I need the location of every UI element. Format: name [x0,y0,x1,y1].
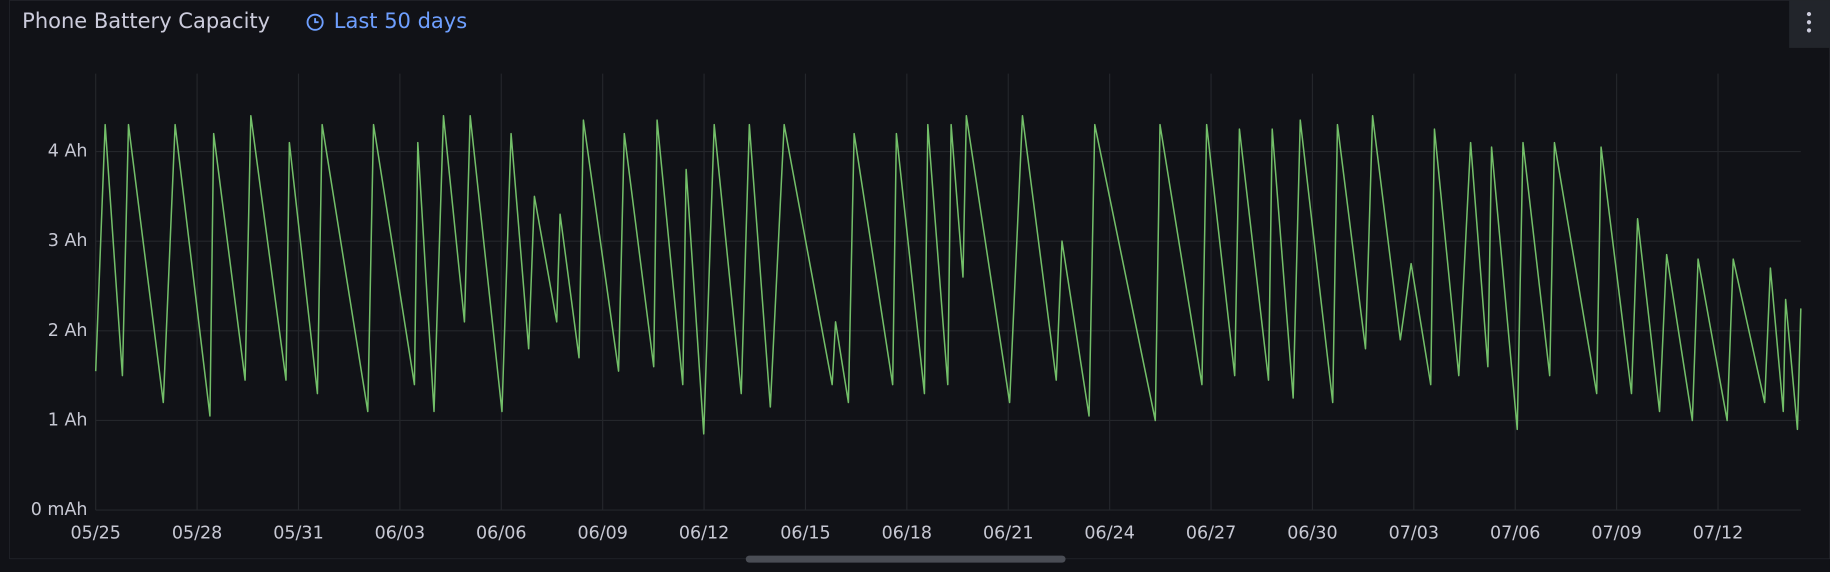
x-tick-label: 06/03 [375,523,425,543]
plot-area: 0 mAh 1 Ah 2 Ah 3 Ah 4 Ah 05/25 05/28 05/31 06/0… [31,73,1802,543]
series-line [94,114,1802,435]
y-tick-label: 4 Ah [48,142,88,162]
time-range-label[interactable]: Last 50 days [334,9,467,33]
x-tick-label: 05/25 [70,523,120,543]
y-tick-label: 1 Ah [48,410,88,430]
panel-title: Phone Battery Capacity [22,9,270,33]
x-tick-label: 05/31 [273,523,323,543]
clock-hands [314,18,319,24]
clock-icon [306,13,324,31]
x-tick-label: 06/12 [679,523,729,543]
menu-dot [1806,11,1812,17]
x-tick-label: 07/09 [1591,523,1641,543]
x-tick-label: 06/18 [882,523,932,543]
scrollbar[interactable] [745,555,1066,563]
x-tick-label: 06/09 [577,523,627,543]
menu-dot [1806,28,1812,33]
y-tick-label: 0 mAh [31,500,88,520]
x-tick-label: 07/12 [1693,523,1743,543]
y-tick-label: 3 Ah [48,231,88,251]
x-tick-label: 06/21 [983,523,1033,543]
menu-dot [1806,20,1812,25]
y-tick-label: 2 Ah [48,321,88,341]
panel-background [9,0,1830,559]
menu-button[interactable] [1789,0,1830,48]
x-tick-label: 06/15 [780,523,830,543]
x-tick-label: 06/24 [1084,523,1134,543]
x-tick-label: 05/28 [172,523,222,543]
x-tick-label: 07/03 [1389,523,1439,543]
time-range[interactable]: Last 50 days [306,9,468,33]
x-tick-label: 07/06 [1490,523,1540,543]
x-tick-label: 06/06 [476,523,526,543]
x-tick-label: 06/30 [1287,523,1337,543]
x-tick-label: 06/27 [1186,523,1236,543]
